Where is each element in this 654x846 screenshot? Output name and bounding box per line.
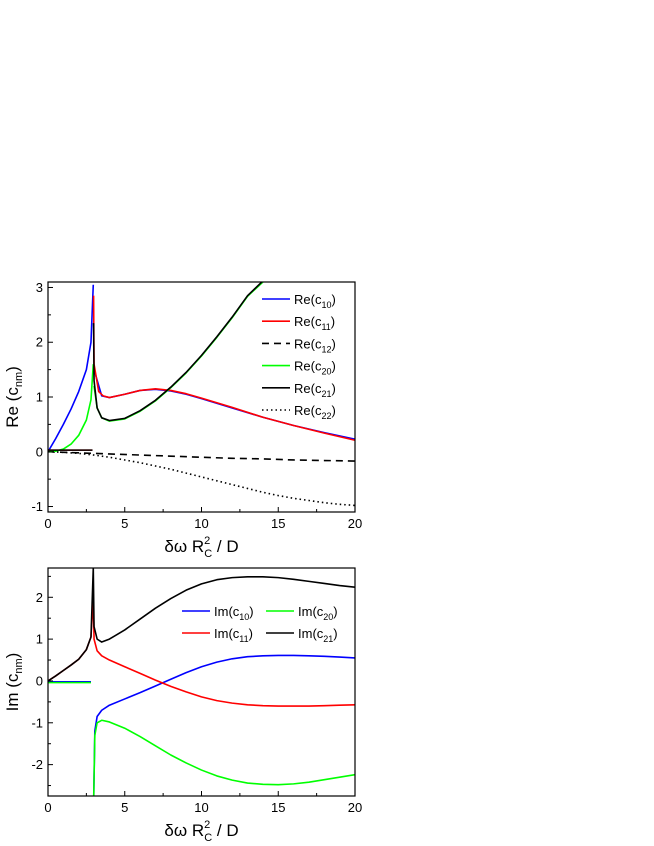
y-label-close: )	[3, 366, 22, 372]
y-axis-label: Re (cnm)	[3, 366, 25, 428]
legend-label-close: )	[331, 381, 335, 396]
legend-label-sub: 21	[321, 389, 331, 399]
legend-label-base: Re(c	[294, 359, 322, 374]
y-tick-label: -1	[31, 499, 43, 514]
legend: Re(c10)Re(c11)Re(c12)Re(c20)Re(c21)Re(c2…	[262, 292, 336, 421]
legend-label-11: Im(c11)	[214, 626, 253, 644]
series-line-20-seg1	[92, 719, 355, 796]
x-label-sup: 2	[204, 535, 210, 547]
series-line-11-seg1	[92, 295, 355, 442]
x-tick-label: 5	[121, 800, 128, 815]
legend-label-base: Im(c	[214, 626, 240, 641]
y-label-main: Re (c	[3, 387, 22, 428]
legend-label-sub: 21	[323, 634, 333, 644]
legend-label-11: Re(c11)	[294, 314, 335, 332]
x-label-tail: / D	[212, 537, 238, 556]
legend-label-20: Im(c20)	[298, 604, 338, 622]
x-label-main: δω R	[164, 537, 204, 556]
legend-label-base: Re(c	[294, 381, 322, 396]
legend-label-sub: 22	[321, 411, 331, 421]
series-group	[48, 568, 355, 796]
series-line-10-seg0	[48, 284, 95, 453]
series-line-10-seg1	[92, 654, 355, 796]
legend-label-close: )	[333, 626, 337, 641]
x-tick-label: 20	[348, 800, 362, 815]
legend-label-base: Im(c	[298, 604, 324, 619]
y-tick-label: 0	[36, 444, 43, 459]
y-tick-label: 2	[36, 590, 43, 605]
legend-label-10: Re(c10)	[294, 292, 336, 310]
x-tick-label: 10	[194, 516, 208, 531]
legend-label-close: )	[331, 292, 335, 307]
legend-label-close: )	[331, 314, 335, 329]
y-axis-label: Im (cnm)	[3, 653, 25, 712]
legend-label-close: )	[331, 336, 335, 351]
legend-label-sub: 12	[321, 344, 331, 354]
x-tick-label: 15	[271, 516, 285, 531]
x-label-main: δω R	[164, 821, 204, 840]
y-tick-label: -1	[31, 715, 43, 730]
y-tick-label: 2	[36, 335, 43, 350]
series-group	[48, 282, 355, 507]
legend-label-close: )	[333, 604, 337, 619]
legend-label-sub: 20	[323, 612, 333, 622]
y-tick-label: 1	[36, 390, 43, 405]
legend-label-base: Re(c	[294, 403, 322, 418]
x-label-sup: 2	[204, 819, 210, 831]
series-line-22-seg0	[48, 450, 355, 507]
legend-label-12: Re(c12)	[294, 336, 336, 354]
x-label-sub: C	[204, 548, 212, 560]
x-tick-label: 0	[44, 516, 51, 531]
x-tick-label: 5	[121, 516, 128, 531]
y-tick-label: 3	[36, 280, 43, 295]
x-tick-label: 15	[271, 800, 285, 815]
legend-label-10: Im(c10)	[214, 604, 254, 622]
legend: Im(c10)Im(c11)Im(c20)Im(c21)	[182, 604, 338, 644]
legend-label-base: Re(c	[294, 336, 322, 351]
legend-label-close: )	[331, 359, 335, 374]
legend-label-21: Im(c21)	[298, 626, 338, 644]
legend-label-base: Re(c	[294, 292, 322, 307]
x-label-sub: C	[204, 832, 212, 844]
legend-label-close: )	[331, 403, 335, 418]
legend-label-sub: 11	[321, 322, 330, 332]
x-axis-label: δω R2 C / D	[164, 535, 238, 560]
y-tick-label: 0	[36, 673, 43, 688]
y-tick-label: 1	[36, 632, 43, 647]
series-line-12-seg0	[48, 450, 355, 462]
legend-label-base: Im(c	[298, 626, 324, 641]
x-tick-label: 10	[194, 800, 208, 815]
x-label-tail: / D	[212, 821, 238, 840]
legend-label-base: Im(c	[214, 604, 240, 619]
y-label-sub: nm	[13, 372, 25, 387]
y-label-main: Im (c	[3, 673, 22, 711]
x-axis-label: δω R2 C / D	[164, 819, 238, 844]
x-tick-label: 20	[348, 516, 362, 531]
series-line-21-seg0	[48, 568, 355, 682]
legend-label-21: Re(c21)	[294, 381, 336, 399]
series-line-21-seg1	[92, 282, 263, 422]
legend-label-sub: 10	[239, 612, 249, 622]
x-tick-label: 0	[44, 800, 51, 815]
legend-label-close: )	[249, 626, 253, 641]
y-label-close: )	[3, 653, 22, 659]
legend-label-close: )	[249, 604, 253, 619]
legend-label-22: Re(c22)	[294, 403, 336, 421]
legend-label-sub: 11	[239, 634, 248, 644]
legend-label-sub: 10	[321, 300, 331, 310]
legend-label-sub: 20	[321, 367, 331, 377]
legend-label-20: Re(c20)	[294, 359, 336, 377]
legend-label-base: Re(c	[294, 314, 322, 329]
y-label-sub: nm	[13, 658, 25, 673]
y-tick-label: -2	[31, 757, 43, 772]
series-line-20-seg1	[93, 282, 264, 422]
